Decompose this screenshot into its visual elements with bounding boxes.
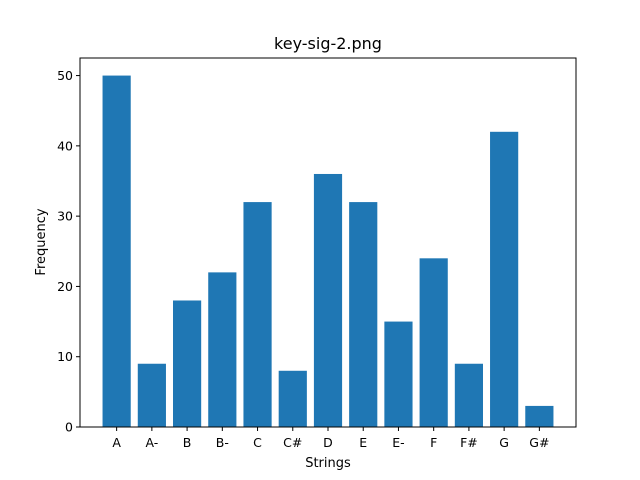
bar-A: [102, 75, 131, 428]
y-axis-label: Frequency: [34, 208, 49, 275]
x-tick-label: B: [183, 435, 192, 450]
x-tick-label: C: [253, 435, 262, 450]
x-tick-label: B-: [216, 435, 229, 450]
chart-title: key-sig-2.png: [274, 34, 382, 53]
y-tick-label: 30: [57, 209, 73, 224]
bar-F: [419, 258, 448, 427]
bar-D: [313, 173, 343, 427]
x-tick-label: E: [359, 435, 367, 450]
x-tick-label: F: [430, 435, 437, 450]
y-axis-ticks: 0 10 20 30 40 50: [57, 68, 80, 435]
bar-G: [490, 131, 519, 428]
bars-group: [102, 75, 554, 428]
bar-C: [243, 202, 272, 427]
x-tick-label: F#: [460, 435, 478, 450]
x-tick-label: G: [499, 435, 509, 450]
x-axis-ticks: A A- B B- C C# D E E- F F# G G#: [112, 427, 549, 450]
y-tick-label: 10: [57, 349, 73, 364]
plot-frame: [79, 57, 577, 428]
x-tick-label: G#: [529, 435, 549, 450]
bar-G#: [525, 405, 554, 427]
y-tick-label: 0: [65, 420, 73, 435]
bar-E-: [384, 321, 413, 427]
bar-E: [349, 202, 378, 427]
bar-B: [173, 300, 202, 427]
x-tick-label: D: [323, 435, 333, 450]
bar-B-: [208, 272, 237, 427]
bar-F#: [454, 363, 483, 427]
y-tick-label: 50: [57, 68, 73, 83]
x-tick-label: C#: [283, 435, 302, 450]
bar-C#: [278, 370, 307, 427]
x-tick-label: A: [112, 435, 121, 450]
y-tick-label: 20: [57, 279, 73, 294]
y-tick-label: 40: [57, 138, 73, 153]
bar-A-: [137, 363, 166, 427]
x-tick-label: A-: [145, 435, 158, 450]
x-axis-label: Strings: [305, 456, 351, 471]
x-tick-label: E-: [392, 435, 404, 450]
